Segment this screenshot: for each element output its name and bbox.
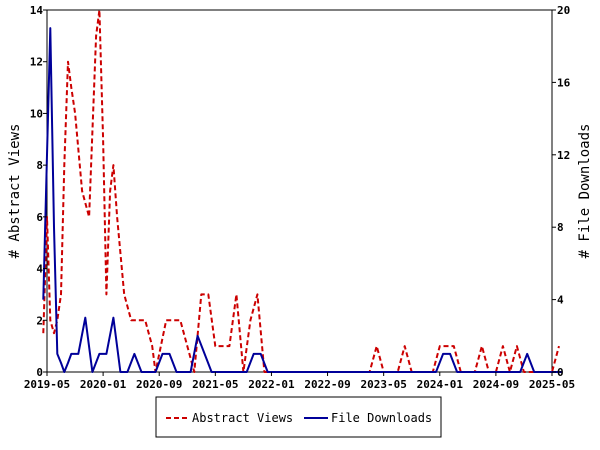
y-right-tick-label: 8	[557, 221, 564, 234]
legend-label-abstract-views: Abstract Views	[192, 411, 293, 425]
x-tick-label: 2022-09	[304, 378, 350, 391]
axes: 2019-05 2020-01 2020-09 2021-05 2022-01 2022-…	[24, 4, 575, 391]
x-tick-label: 2023-05	[360, 378, 406, 391]
y-left-tick-label: 6	[36, 211, 43, 224]
y-right-tick-label: 4	[557, 294, 564, 307]
x-tick-label: 2022-01	[248, 378, 295, 391]
series-line-file-downloads	[42, 27, 563, 373]
legend: Abstract Views File Downloads	[155, 396, 442, 438]
y-left-tick-label: 4	[36, 263, 43, 276]
y-axis-right-label: # File Downloads	[577, 124, 593, 259]
y-right-tick-label: 20	[557, 4, 570, 17]
y-left-tick-label: 8	[36, 159, 43, 172]
series-layer	[42, 9, 563, 373]
x-tick-label: 2020-09	[136, 378, 182, 391]
x-tick-label: 2025-05	[529, 378, 575, 391]
y-left-tick-label: 0	[36, 366, 43, 379]
y-left-tick-label: 10	[30, 107, 43, 120]
y-right-tick-label: 0	[557, 366, 564, 379]
x-tick-label: 2024-01	[417, 378, 464, 391]
x-tick-label: 2019-05	[24, 378, 70, 391]
x-tick-label: 2024-09	[473, 378, 519, 391]
plot-frame	[46, 9, 553, 373]
y-axis-left-label: # Abstract Views	[7, 124, 23, 259]
legend-box	[155, 396, 442, 438]
x-tick-label: 2021-05	[192, 378, 238, 391]
y-left-tick-label: 12	[30, 56, 43, 69]
plot-area	[46, 9, 553, 373]
y-right-tick-label: 12	[557, 149, 570, 162]
y-left-tick-label: 14	[30, 4, 44, 17]
y-left-tick-label: 2	[36, 314, 43, 327]
legend-label-file-downloads: File Downloads	[331, 411, 432, 425]
y-right-tick-label: 16	[557, 76, 571, 89]
x-tick-label: 2020-01	[80, 378, 127, 391]
